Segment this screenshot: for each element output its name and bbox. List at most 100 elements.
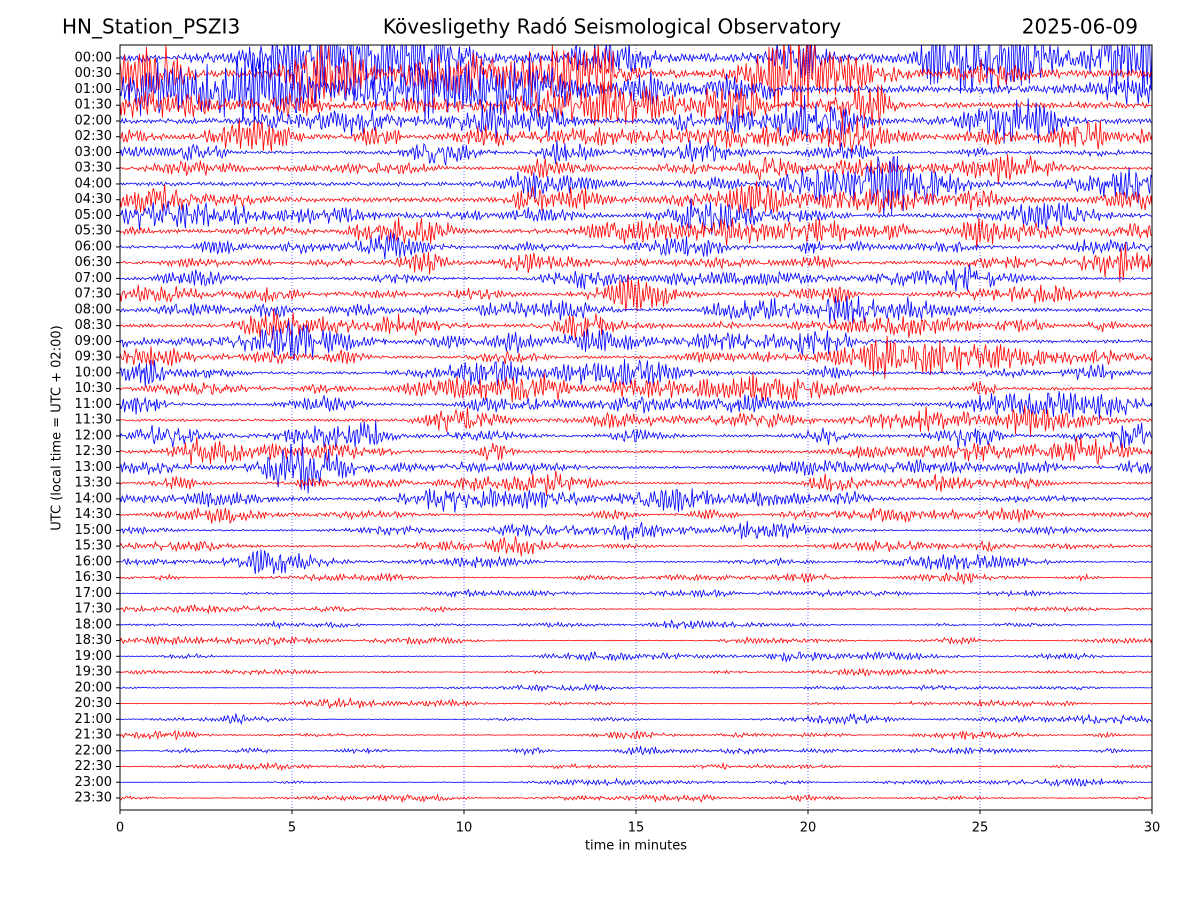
- y-tick-label: 11:30: [75, 413, 112, 428]
- traces: [120, 45, 1152, 810]
- y-tick-label: 01:00: [75, 82, 112, 97]
- x-tick-label: 15: [628, 821, 645, 836]
- y-tick-label: 09:00: [75, 334, 112, 349]
- trace: [120, 217, 1152, 248]
- y-tick-label: 23:00: [75, 775, 112, 790]
- trace: [120, 635, 1152, 647]
- y-tick-label: 23:30: [75, 791, 112, 806]
- trace: [120, 51, 1152, 126]
- y-tick-label: 19:00: [75, 649, 112, 664]
- trace: [120, 536, 1152, 557]
- trace: [120, 420, 1152, 449]
- x-axis-label: time in minutes: [585, 839, 687, 854]
- date: 2025-06-09: [1022, 15, 1138, 39]
- x-tick-label: 5: [288, 821, 296, 836]
- trace: [120, 232, 1152, 260]
- x-tick-label: 0: [116, 821, 124, 836]
- trace: [120, 198, 1152, 235]
- y-tick-label: 21:30: [75, 728, 112, 743]
- y-tick-label: 19:30: [75, 665, 112, 680]
- trace: [120, 487, 1152, 513]
- y-tick-label: 18:00: [75, 617, 112, 632]
- trace: [120, 295, 1152, 324]
- y-tick-label: 07:30: [75, 287, 112, 302]
- y-tick-label: 02:00: [75, 113, 112, 128]
- y-tick-label: 01:30: [75, 98, 112, 113]
- trace: [120, 335, 1152, 379]
- y-tick-label: 07:00: [75, 271, 112, 286]
- y-tick-label: 05:00: [75, 208, 112, 223]
- trace: [120, 713, 1152, 726]
- y-tick-label: 08:00: [75, 302, 112, 317]
- trace: [120, 264, 1152, 292]
- y-tick-label: 06:30: [75, 255, 112, 270]
- y-tick-label: 04:00: [75, 176, 112, 191]
- y-tick-label: 00:00: [75, 51, 112, 66]
- y-tick-label: 22:30: [75, 759, 112, 774]
- trace: [120, 275, 1152, 312]
- y-tick-label: 00:30: [75, 66, 112, 81]
- trace: [120, 437, 1152, 494]
- trace: [120, 45, 1152, 105]
- trace: [120, 650, 1152, 664]
- trace: [120, 667, 1152, 678]
- x-tick-label: 10: [456, 821, 473, 836]
- y-tick-label: 11:00: [75, 397, 112, 412]
- x-tick-label: 20: [800, 821, 817, 836]
- y-tick-label: 08:30: [75, 318, 112, 333]
- trace: [120, 683, 1152, 693]
- station: HN_Station_PSZI3: [62, 15, 240, 39]
- y-tick-label: 17:00: [75, 586, 112, 601]
- y-tick-label: 10:00: [75, 365, 112, 380]
- y-tick-label: 20:30: [75, 696, 112, 711]
- y-tick-label: 13:30: [75, 476, 112, 491]
- y-tick-label: 09:30: [75, 350, 112, 365]
- y-tick-label: 17:30: [75, 602, 112, 617]
- y-tick-label: 06:00: [75, 239, 112, 254]
- y-tick-label: 15:00: [75, 523, 112, 538]
- y-tick-label: 10:30: [75, 381, 112, 396]
- trace: [120, 405, 1152, 436]
- trace: [120, 520, 1152, 541]
- y-tick-label: 14:00: [75, 491, 112, 506]
- y-tick-label: 14:30: [75, 507, 112, 522]
- y-tick-label: 12:00: [75, 428, 112, 443]
- trace: [120, 506, 1152, 524]
- trace: [120, 603, 1152, 615]
- y-tick-label: 20:00: [75, 680, 112, 695]
- y-tick-label: 02:30: [75, 129, 112, 144]
- trace: [120, 94, 1152, 144]
- trace: [120, 729, 1152, 741]
- trace: [120, 155, 1152, 216]
- trace: [120, 45, 1152, 117]
- trace: [120, 697, 1152, 710]
- trace: [120, 470, 1152, 496]
- trace: [120, 745, 1152, 757]
- trace: [120, 358, 1152, 387]
- trace: [120, 116, 1152, 153]
- trace: [120, 372, 1152, 403]
- y-tick-label: 22:00: [75, 743, 112, 758]
- trace: [120, 154, 1152, 186]
- trace: [120, 619, 1152, 630]
- trace: [120, 793, 1152, 804]
- x-tick-label: 30: [1144, 821, 1161, 836]
- trace: [120, 436, 1152, 466]
- trace: [120, 571, 1152, 586]
- y-tick-label: 21:00: [75, 712, 112, 727]
- trace: [120, 140, 1152, 166]
- y-tick-label: 04:30: [75, 192, 112, 207]
- y-tick-label: 03:30: [75, 161, 112, 176]
- trace: [120, 320, 1152, 360]
- y-tick-label: 16:30: [75, 570, 112, 585]
- y-tick-label: 16:00: [75, 554, 112, 569]
- y-tick-label: 05:30: [75, 224, 112, 239]
- trace: [120, 761, 1152, 772]
- y-axis-label: UTC (local time = UTC + 02:00): [50, 325, 65, 530]
- y-tick-label: 13:00: [75, 460, 112, 475]
- trace: [120, 588, 1152, 598]
- x-tick-label: 25: [972, 821, 989, 836]
- trace: [120, 549, 1152, 575]
- trace: [120, 181, 1152, 218]
